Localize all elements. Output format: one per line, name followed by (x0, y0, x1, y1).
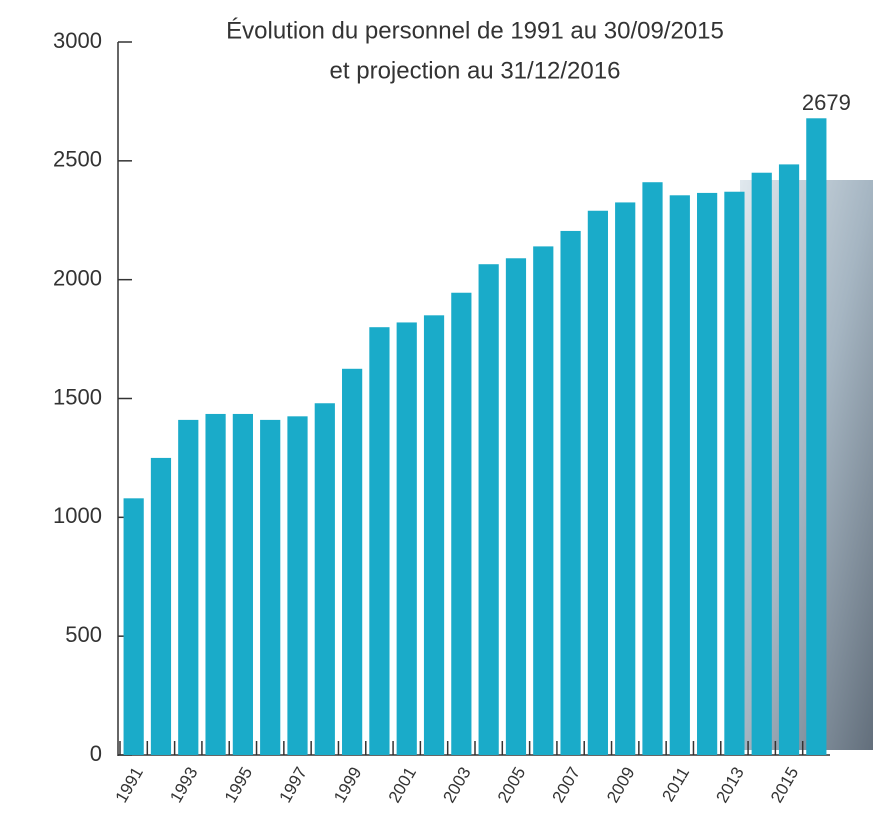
bar (506, 258, 526, 755)
bar (424, 315, 444, 755)
chart-title: et projection au 31/12/2016 (330, 57, 621, 84)
x-tick-label: 2005 (494, 764, 529, 806)
y-tick-label: 1500 (53, 384, 102, 409)
bar (642, 182, 662, 755)
x-tick-label: 2003 (439, 764, 474, 806)
bar (615, 202, 635, 755)
bar (451, 293, 471, 755)
bar (588, 211, 608, 755)
x-tick-label: 1995 (221, 764, 256, 806)
y-tick-label: 2000 (53, 265, 102, 290)
bar (178, 420, 198, 755)
chart-title: Évolution du personnel de 1991 au 30/09/… (226, 17, 724, 44)
bar (205, 414, 225, 755)
x-tick-label: 2011 (658, 764, 693, 805)
bar (151, 458, 171, 755)
x-tick-label: 2015 (767, 764, 802, 806)
bar (779, 164, 799, 755)
bar (397, 322, 417, 755)
chart: Évolution du personnel de 1991 au 30/09/… (0, 0, 873, 817)
y-tick-label: 1000 (53, 503, 102, 528)
bar (287, 416, 307, 755)
data-label: 2679 (802, 90, 851, 115)
bar (124, 498, 144, 755)
bar (697, 193, 717, 755)
y-tick-label: 3000 (53, 28, 102, 53)
bar (724, 192, 744, 755)
bar (806, 118, 826, 755)
y-tick-label: 2500 (53, 147, 102, 172)
x-tick-label: 2007 (549, 764, 584, 806)
bar (260, 420, 280, 755)
x-tick-label: 1997 (275, 764, 310, 806)
x-tick-label: 2001 (385, 764, 420, 806)
bar (233, 414, 253, 755)
bar (670, 195, 690, 755)
y-tick-label: 500 (65, 622, 102, 647)
x-tick-label: 1999 (330, 764, 365, 806)
bar (752, 173, 772, 755)
x-tick-label: 2013 (712, 764, 747, 806)
bar (560, 231, 580, 755)
x-tick-label: 2009 (603, 764, 638, 806)
x-tick-label: 1993 (166, 764, 201, 806)
bar (479, 264, 499, 755)
bar (342, 369, 362, 755)
x-tick-label: 1991 (112, 764, 147, 806)
bar (533, 246, 553, 755)
bar (315, 403, 335, 755)
bar (369, 327, 389, 755)
y-tick-label: 0 (90, 741, 102, 766)
